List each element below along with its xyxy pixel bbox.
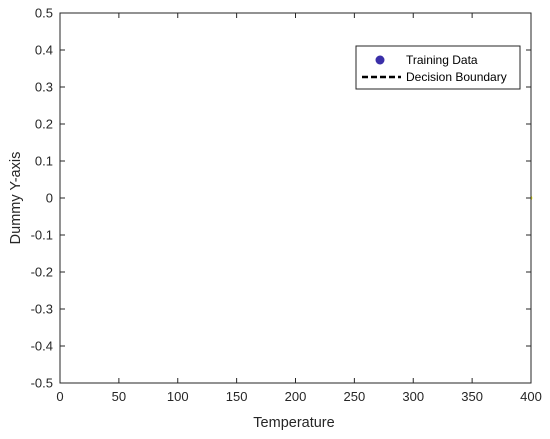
- x-tick-label: 150: [226, 389, 248, 404]
- x-tick-label: 300: [402, 389, 424, 404]
- x-tick-label: 0: [56, 389, 63, 404]
- legend-label-training-data: Training Data: [406, 53, 478, 67]
- y-tick-label: 0.4: [35, 43, 53, 58]
- x-tick-label: 100: [167, 389, 189, 404]
- y-tick-label: -0.1: [31, 228, 53, 243]
- x-axis-label: Temperature: [253, 415, 334, 431]
- x-tick-label: 250: [344, 389, 366, 404]
- y-tick-label: 0.3: [35, 80, 53, 95]
- x-tick-label: 400: [520, 389, 542, 404]
- y-tick-label: -0.4: [31, 339, 53, 354]
- x-tick-label: 200: [285, 389, 307, 404]
- y-tick-label: -0.2: [31, 265, 53, 280]
- y-tick-label: -0.5: [31, 376, 53, 391]
- y-tick-label: 0.5: [35, 6, 53, 21]
- y-tick-label: 0.2: [35, 117, 53, 132]
- legend-box: [355, 45, 521, 90]
- legend-marker-training-data: [375, 55, 385, 65]
- legend: Training Data Decision Boundary: [355, 45, 521, 90]
- x-tick-label: 50: [112, 389, 126, 404]
- x-tick-label: 350: [461, 389, 483, 404]
- y-tick-label: 0.1: [35, 154, 53, 169]
- y-axis-label: Dummy Y-axis: [8, 152, 24, 245]
- y-tick-label: 0: [46, 191, 53, 206]
- y-tick-label: -0.3: [31, 302, 53, 317]
- legend-label-decision-boundary: Decision Boundary: [406, 70, 507, 84]
